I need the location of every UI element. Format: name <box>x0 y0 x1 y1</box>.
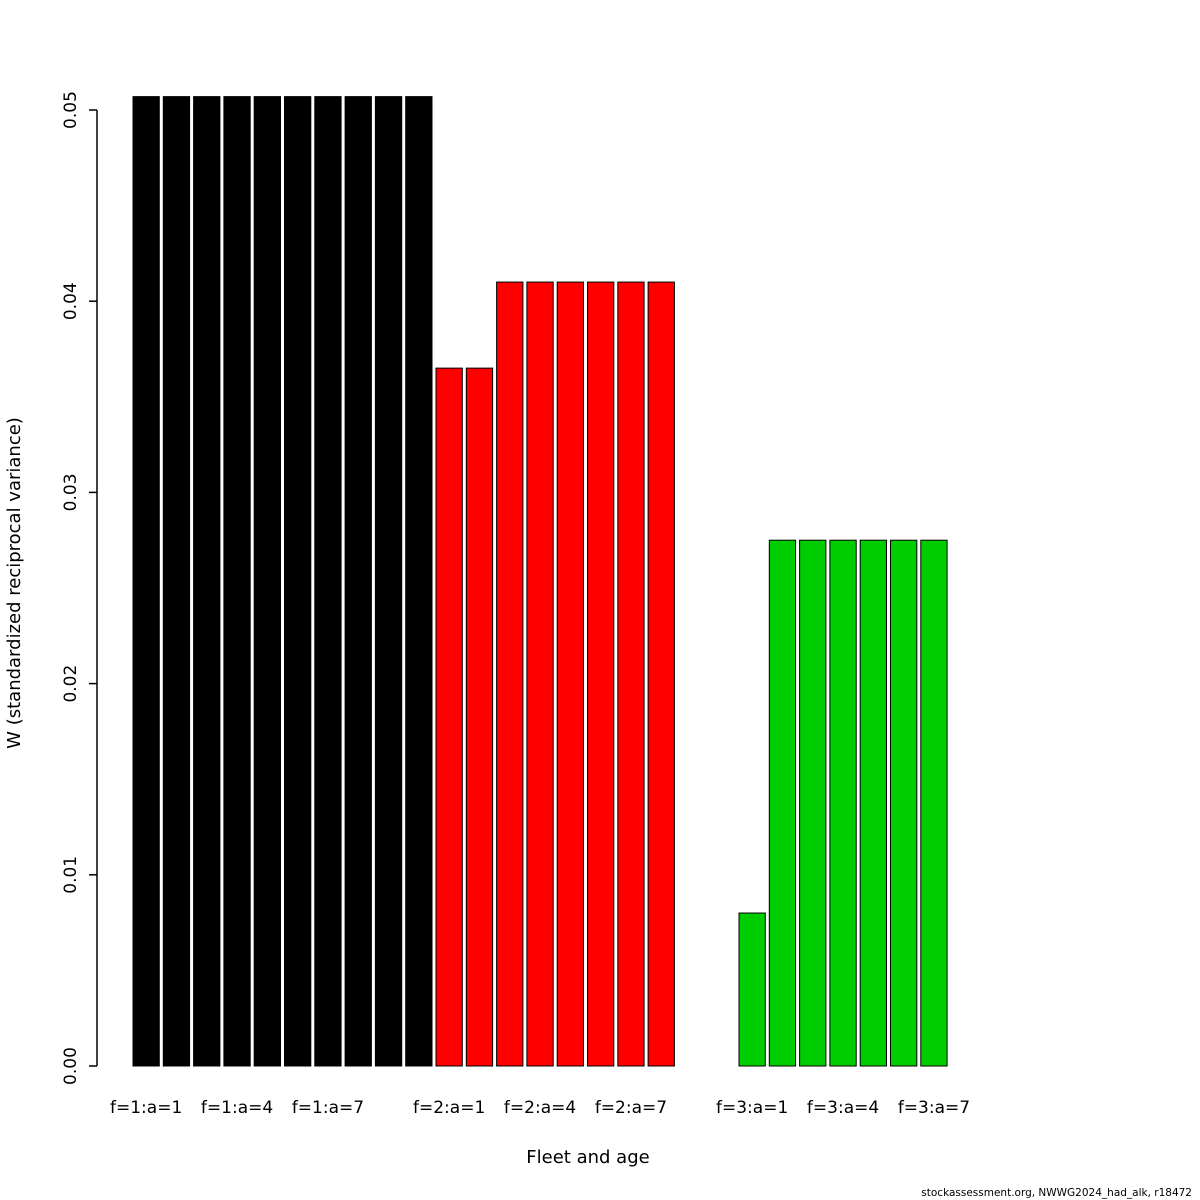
bar-f2-a5 <box>556 281 585 1067</box>
y-axis-label: W (standardized reciprocal variance) <box>4 417 25 749</box>
footer-watermark: stockassessment.org, NWWG2024_had_alk, r… <box>921 1187 1192 1199</box>
y-tick-label: 0.01 <box>61 856 81 894</box>
x-tick-label-f3-a1: f=3:a=1 <box>716 1098 788 1118</box>
bar-f3-a6 <box>890 539 918 1067</box>
y-tick-label: 0.04 <box>61 282 81 320</box>
x-tick-label-f2-a1: f=2:a=1 <box>413 1098 485 1118</box>
bar-f2-a2 <box>465 367 494 1067</box>
x-tick-label-f2-a4: f=2:a=4 <box>504 1098 576 1118</box>
x-tick-label-f1-a4: f=1:a=4 <box>201 1098 273 1118</box>
bar-f3-a4 <box>829 539 857 1067</box>
bar-f1-a9 <box>374 96 403 1067</box>
bar-f3-a1 <box>738 912 766 1067</box>
x-tick-label-f1-a7: f=1:a=7 <box>292 1098 364 1118</box>
y-tick-label: 0.03 <box>61 473 81 511</box>
y-tick-label: 0.02 <box>61 665 81 703</box>
x-tick-label-f3-a4: f=3:a=4 <box>807 1098 879 1118</box>
x-axis-label: Fleet and age <box>526 1147 649 1168</box>
bar-f1-a4 <box>223 96 251 1067</box>
bar-f1-a5 <box>253 96 281 1067</box>
bar-f1-a7 <box>314 96 342 1067</box>
x-tick-label-f3-a7: f=3:a=7 <box>898 1098 970 1118</box>
bar-f1-a10 <box>405 96 433 1067</box>
x-tick-label-f1-a1: f=1:a=1 <box>110 1098 182 1118</box>
bar-f1-a6 <box>284 96 312 1067</box>
bar-f2-a4 <box>526 281 554 1067</box>
bar-f2-a3 <box>496 281 524 1067</box>
y-tick-label: 0.05 <box>61 91 81 129</box>
bar-f3-a2 <box>768 539 797 1067</box>
bar-f2-a7 <box>617 281 645 1067</box>
y-axis: 0.00 0.01 0.02 0.03 0.04 0.05 <box>61 91 98 1085</box>
bars-group <box>132 96 948 1067</box>
bar-f2-a8 <box>647 281 675 1067</box>
bar-f1-a3 <box>193 96 221 1067</box>
x-tick-label-f2-a7: f=2:a=7 <box>595 1098 667 1118</box>
bar-f2-a1 <box>435 367 463 1067</box>
x-tick-labels: f=1:a=1 f=1:a=4 f=1:a=7 f=2:a=1 f=2:a=4 f=2:a… <box>110 1098 970 1118</box>
bar-f1-a1 <box>132 96 160 1067</box>
bar-f3-a5 <box>859 539 888 1067</box>
bar-f3-a3 <box>799 539 827 1067</box>
bar-f2-a6 <box>587 281 615 1067</box>
bar-f1-a2 <box>162 96 191 1067</box>
bar-f3-a7 <box>920 539 948 1067</box>
bar-f1-a8 <box>344 96 372 1067</box>
y-tick-label: 0.00 <box>61 1047 81 1085</box>
